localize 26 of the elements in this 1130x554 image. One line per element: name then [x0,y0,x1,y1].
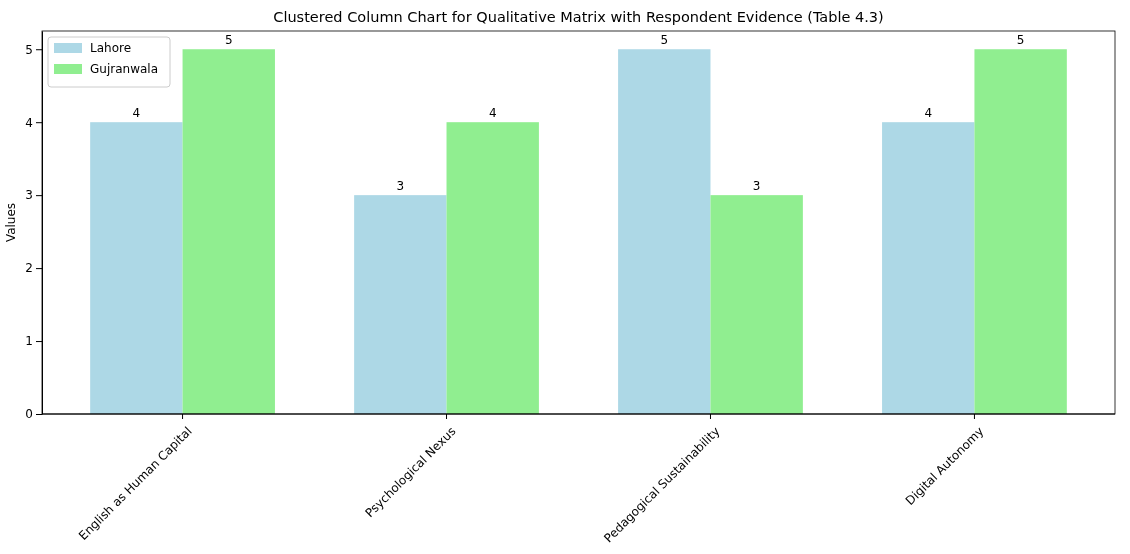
data-label: 3 [752,179,761,194]
y-tick-label: 3 [25,188,33,203]
bar [974,49,1067,414]
y-tick-label: 4 [25,115,33,130]
legend-label: Lahore [90,41,132,55]
bar [182,49,275,414]
data-label: 4 [488,106,497,121]
data-label: 5 [660,33,669,48]
bar [90,122,183,414]
y-tick-label: 5 [25,42,33,57]
y-tick-label: 2 [25,261,33,276]
data-label: 4 [924,106,933,121]
bar [618,49,711,414]
data-label: 5 [1016,33,1025,48]
y-tick-label: 1 [25,334,33,349]
y-axis-title: Values [4,202,18,243]
y-tick-label: 0 [25,407,33,422]
bar [446,122,539,414]
data-label: 4 [132,106,141,121]
data-label: 5 [224,33,233,48]
legend-label: Gujranwala [90,62,158,76]
bar [710,195,803,414]
bar [354,195,447,414]
bar [882,122,975,414]
chart-title: Clustered Column Chart for Qualitative Matrix with Respondent Evidence (Table 4.3) [273,9,884,25]
data-label: 3 [396,179,405,194]
